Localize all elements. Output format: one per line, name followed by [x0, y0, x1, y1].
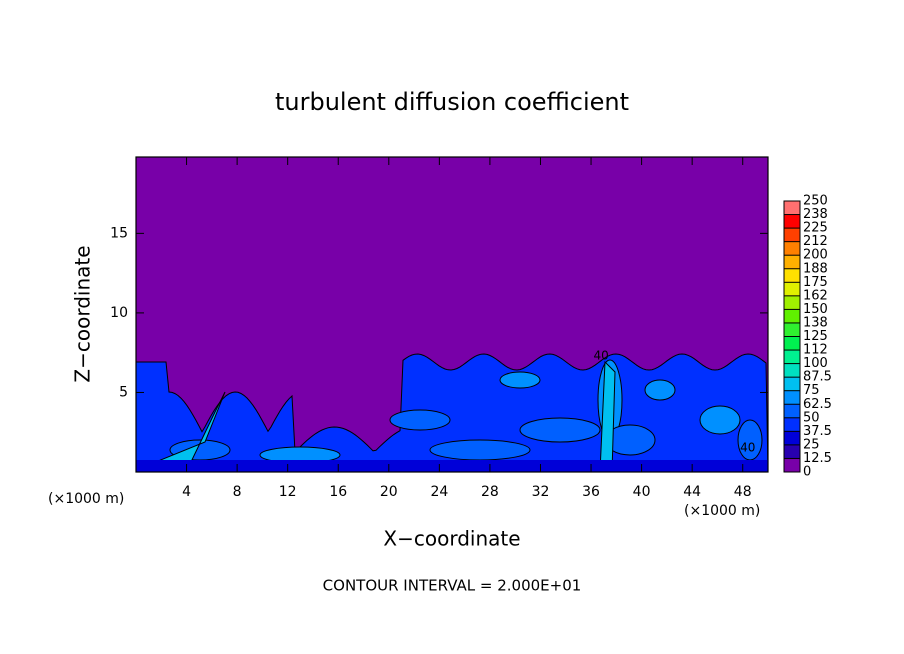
- colorbar-bin: [784, 309, 800, 323]
- colorbar-label: 212: [803, 234, 828, 249]
- colorbar-label: 225: [803, 221, 828, 236]
- colorbar-label: 200: [803, 248, 828, 263]
- x-tick-label: 28: [481, 484, 499, 500]
- colorbar-label: 87.5: [803, 370, 832, 385]
- colorbar-bin: [784, 390, 800, 405]
- turbulent-eddy: [519, 417, 601, 443]
- colorbar-bin: [784, 241, 800, 256]
- x-tick-label: 8: [233, 484, 242, 500]
- colorbar-label: 37.5: [803, 424, 832, 439]
- turbulent-eddy: [499, 371, 541, 389]
- colorbar-bin: [784, 322, 800, 337]
- colorbar-label: 175: [803, 275, 828, 290]
- colorbar-label: 75: [803, 383, 820, 398]
- y-axis-label: Z−coordinate: [71, 245, 95, 382]
- colorbar-bin: [784, 214, 800, 229]
- turbulent-eddy: [699, 405, 741, 435]
- colorbar-bin: [784, 350, 800, 364]
- x-unit-label: (×1000 m): [684, 503, 760, 519]
- x-tick-label: 16: [329, 484, 347, 500]
- colorbar-label: 0: [803, 465, 811, 480]
- colorbar-label: 50: [803, 410, 820, 425]
- field: [136, 353, 768, 472]
- colorbar-bin: [784, 363, 800, 378]
- colorbar-bin: [784, 228, 800, 242]
- colorbar-bin: [784, 201, 800, 215]
- colorbar-label: 250: [803, 194, 828, 209]
- x-tick-label: 24: [430, 484, 448, 500]
- colorbar-label: 25: [803, 437, 820, 452]
- y-tick-label: 10: [110, 305, 128, 321]
- colorbar-bin: [784, 255, 800, 269]
- x-tick-label: 32: [532, 484, 550, 500]
- x-tick-label: 40: [633, 484, 651, 500]
- x-tick-label: 48: [734, 484, 752, 500]
- x-unit-label: (×1000 m): [48, 491, 124, 507]
- colorbar-label: 138: [803, 315, 828, 330]
- x-tick-label: 4: [182, 484, 191, 500]
- x-axis-label: X−coordinate: [383, 527, 520, 551]
- colorbar-bin: [784, 282, 800, 296]
- colorbar-label: 112: [803, 343, 828, 358]
- colorbar-bin: [784, 458, 800, 472]
- colorbar-label: 100: [803, 356, 828, 371]
- colorbar-label: 238: [803, 207, 828, 222]
- y-tick-label: 5: [119, 384, 128, 400]
- colorbar-bin: [784, 268, 800, 283]
- colorbar-bin: [784, 431, 800, 445]
- contour-label: 40: [740, 441, 755, 455]
- turbulent-filament: [599, 360, 616, 472]
- y-tick-label: 15: [110, 225, 128, 241]
- colorbar-label: 62.5: [803, 397, 832, 412]
- chart-title: turbulent diffusion coefficient: [275, 88, 629, 116]
- x-tick-label: 44: [683, 484, 701, 500]
- contour-label: 40: [594, 348, 609, 362]
- colorbar-label: 188: [803, 261, 828, 276]
- x-tick-label: 12: [279, 484, 297, 500]
- turbulent-eddy: [389, 409, 451, 431]
- ground-layer: [136, 460, 768, 472]
- x-tick-label: 20: [380, 484, 398, 500]
- x-tick-label: 36: [582, 484, 600, 500]
- turbulent-eddy: [644, 379, 676, 401]
- footnote: CONTOUR INTERVAL = 2.000E+01: [323, 577, 582, 595]
- colorbar-label: 162: [803, 288, 828, 303]
- colorbar-label: 150: [803, 302, 828, 317]
- turbulent-eddy: [429, 439, 531, 461]
- colorbar-label: 12.5: [803, 451, 832, 466]
- colorbar-bin: [784, 417, 800, 432]
- colorbar-bin: [784, 336, 800, 351]
- colorbar-bin: [784, 295, 800, 310]
- plot-frame: [135, 156, 769, 473]
- colorbar-label: 125: [803, 329, 828, 344]
- colorbar-bin: [784, 377, 800, 391]
- colorbar-bin: [784, 404, 800, 418]
- colorbar-bin: [784, 444, 800, 459]
